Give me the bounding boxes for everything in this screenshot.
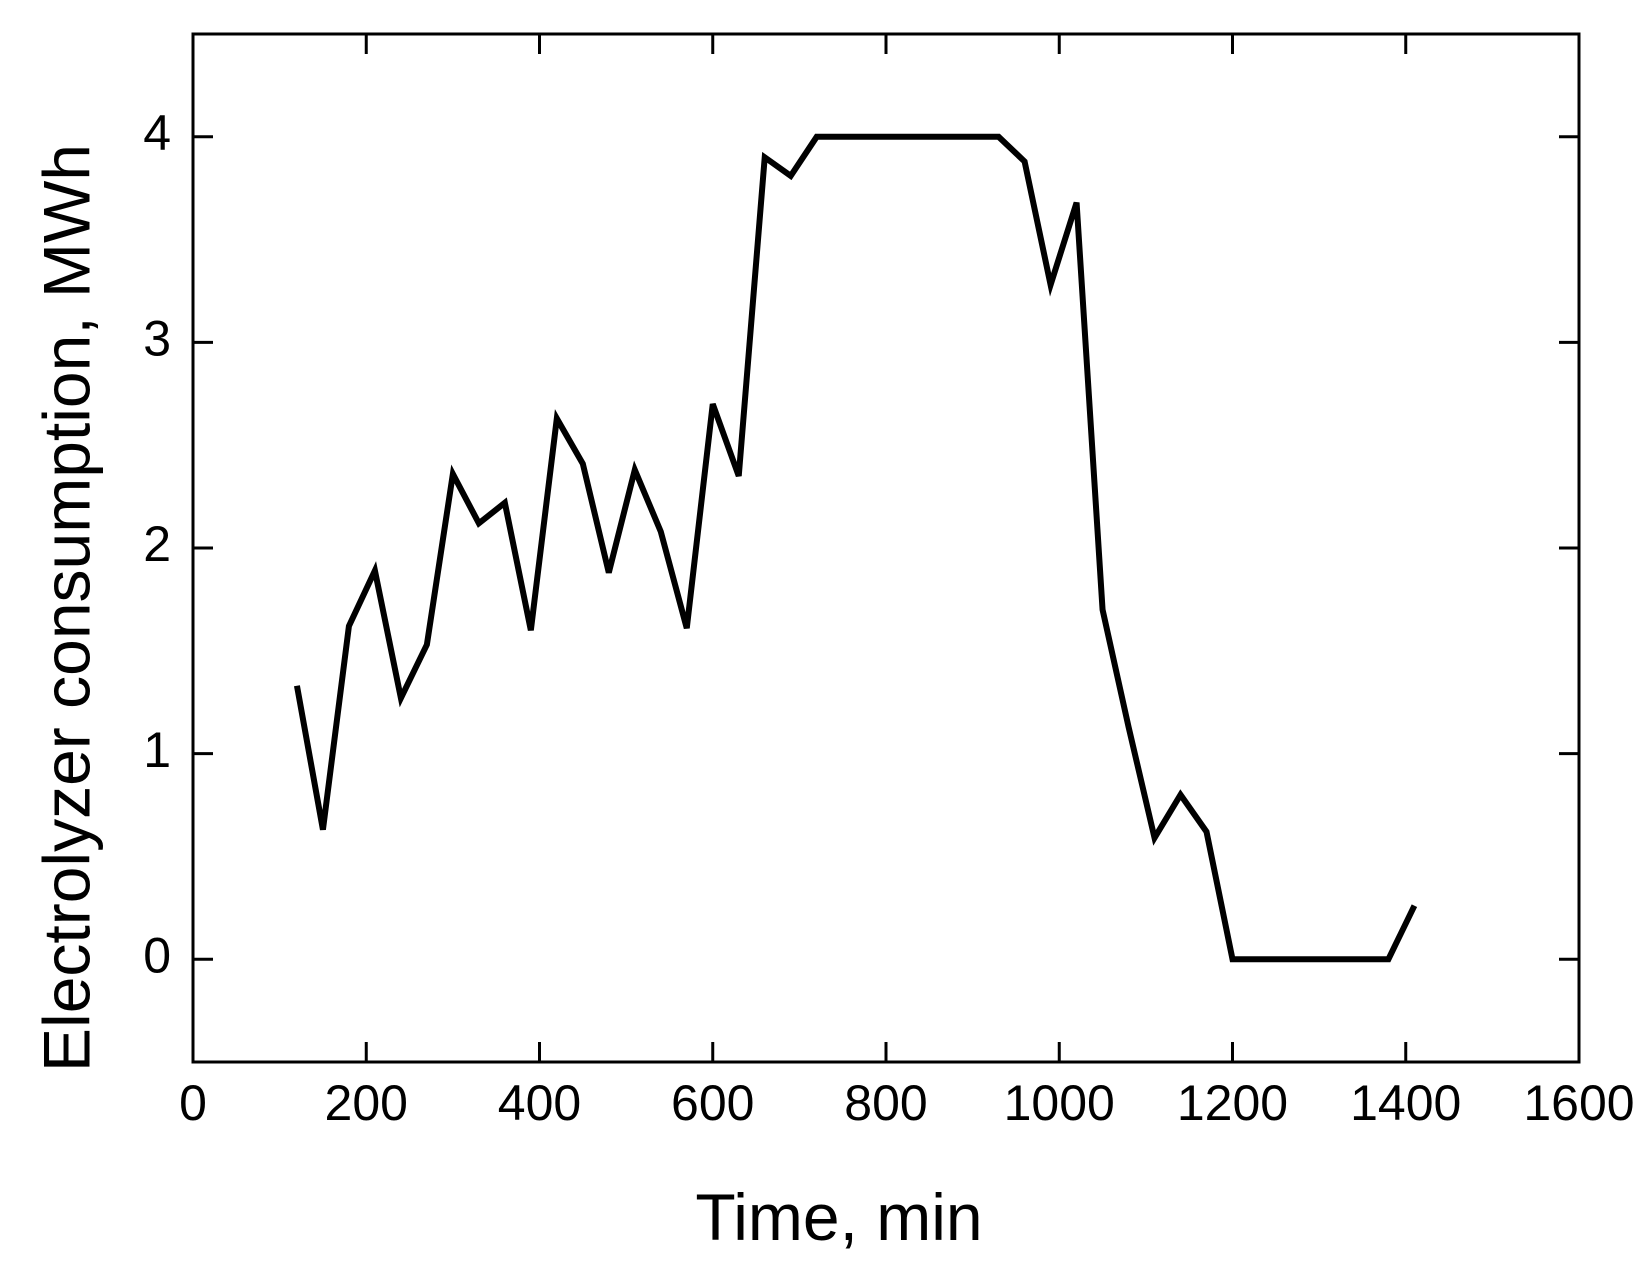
x-tick-label: 600 [671, 1075, 754, 1131]
x-tick-label: 1400 [1350, 1075, 1461, 1131]
x-tick-label: 1200 [1177, 1075, 1288, 1131]
y-tick-label: 0 [143, 927, 171, 983]
data-line [293, 133, 1418, 963]
y-axis-title: Electrolyzer consumption, MWh [29, 144, 103, 1072]
y-tick-label: 3 [143, 311, 171, 367]
x-tick-label: 0 [179, 1075, 207, 1131]
plot-frame [191, 32, 1581, 1064]
x-tick-label: 200 [325, 1075, 408, 1131]
x-tick-label: 400 [498, 1075, 581, 1131]
x-tick-label: 800 [844, 1075, 927, 1131]
x-axis-title: Time, min [695, 1180, 982, 1254]
y-tick-label: 1 [143, 722, 171, 778]
x-tick-label: 1000 [1004, 1075, 1115, 1131]
y-tick-label: 2 [143, 516, 171, 572]
y-tick-label: 4 [143, 105, 171, 161]
x-tick-label: 1600 [1523, 1075, 1634, 1131]
